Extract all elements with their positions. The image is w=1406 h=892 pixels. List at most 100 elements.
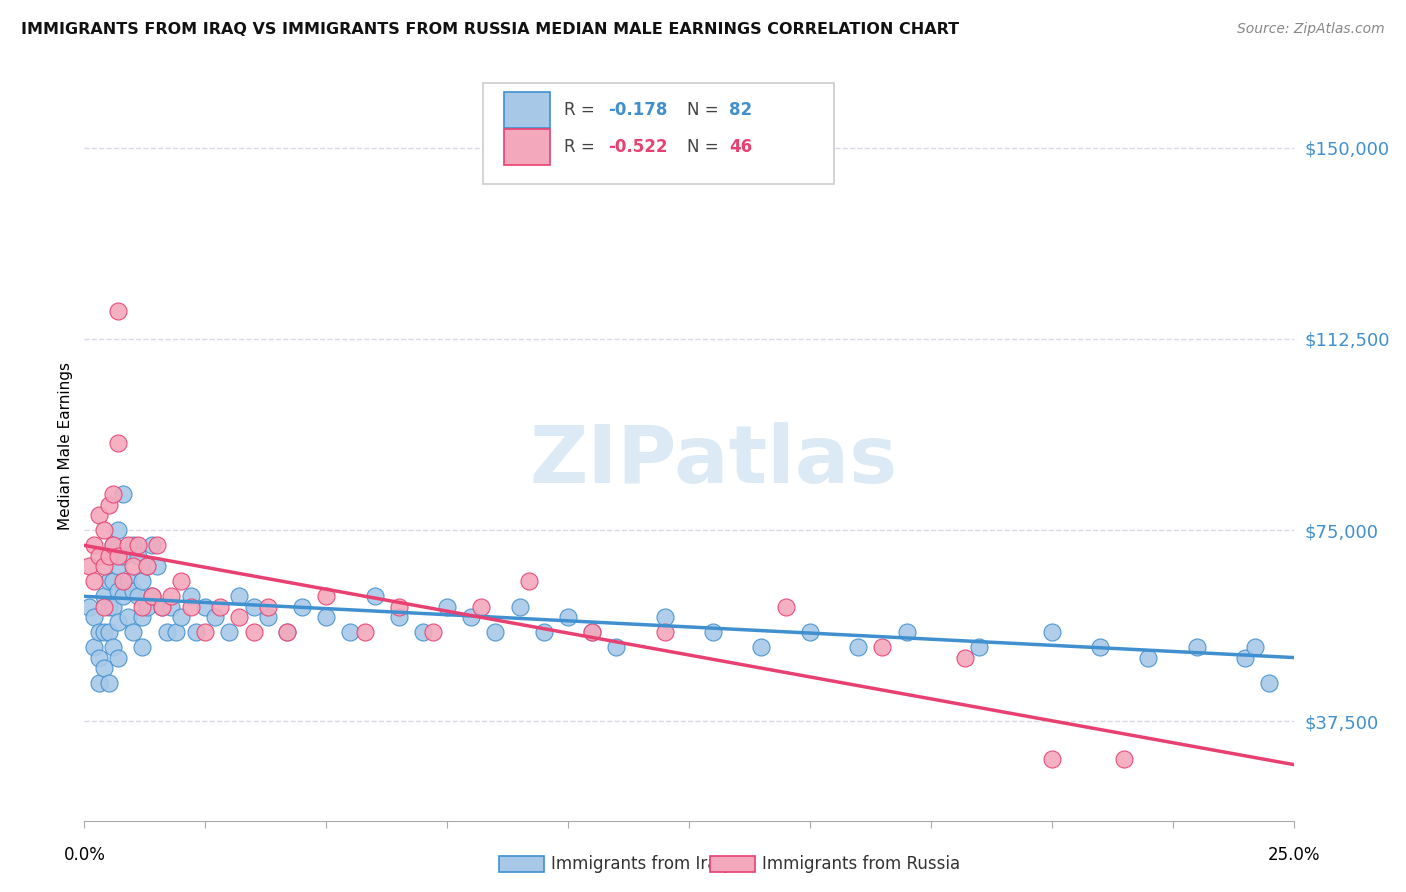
Point [146, 538, 169, 552]
Point [93, 625, 115, 640]
Point [170, 609, 193, 624]
Point [87, 676, 110, 690]
Point [1040, 752, 1063, 766]
Point [605, 640, 627, 655]
Point [276, 625, 298, 640]
Text: R =: R = [564, 138, 600, 156]
Point [146, 558, 169, 573]
Point [112, 590, 135, 604]
Point [83, 640, 105, 655]
Point [460, 609, 482, 624]
Point [127, 590, 149, 604]
Point [107, 615, 129, 629]
Point [136, 599, 159, 614]
Point [103, 538, 125, 552]
Text: 82: 82 [728, 101, 752, 119]
Point [180, 599, 202, 614]
Point [83, 574, 105, 588]
Point [339, 625, 361, 640]
Text: -0.178: -0.178 [607, 101, 668, 119]
Point [1088, 640, 1111, 655]
Point [218, 625, 240, 640]
Point [93, 599, 115, 614]
Point [388, 609, 411, 624]
Point [160, 599, 183, 614]
Text: Source: ZipAtlas.com: Source: ZipAtlas.com [1237, 22, 1385, 37]
Point [131, 609, 153, 624]
Point [1114, 752, 1136, 766]
Point [107, 549, 129, 563]
Point [967, 640, 990, 655]
Point [103, 574, 125, 588]
Point [87, 549, 110, 563]
Point [354, 625, 377, 640]
Point [97, 676, 120, 690]
Point [117, 609, 139, 624]
Point [107, 304, 129, 318]
Point [953, 650, 976, 665]
Point [141, 538, 163, 552]
Point [1137, 650, 1160, 665]
Point [509, 599, 531, 614]
Text: Immigrants from Iraq: Immigrants from Iraq [551, 855, 728, 873]
Point [107, 523, 129, 537]
Point [257, 599, 280, 614]
Point [1258, 676, 1281, 690]
Point [131, 640, 153, 655]
Point [242, 625, 264, 640]
Text: 46: 46 [728, 138, 752, 156]
Text: R =: R = [564, 101, 600, 119]
Point [775, 599, 797, 614]
Point [103, 640, 125, 655]
Point [170, 574, 193, 588]
Point [315, 609, 337, 624]
Point [363, 590, 385, 604]
Point [702, 625, 724, 640]
Point [117, 538, 139, 552]
Point [112, 574, 135, 588]
Point [436, 599, 458, 614]
Point [117, 574, 139, 588]
Point [107, 650, 129, 665]
Point [654, 609, 676, 624]
Text: ZIPatlas: ZIPatlas [529, 422, 897, 500]
Point [141, 590, 163, 604]
Point [121, 625, 143, 640]
Point [127, 538, 149, 552]
Text: Immigrants from Russia: Immigrants from Russia [762, 855, 960, 873]
Point [97, 498, 120, 512]
Point [846, 640, 869, 655]
Point [131, 574, 153, 588]
Point [121, 558, 143, 573]
Point [242, 599, 264, 614]
Point [557, 609, 579, 624]
Y-axis label: Median Male Earnings: Median Male Earnings [58, 362, 73, 530]
Point [87, 650, 110, 665]
Point [150, 599, 173, 614]
Point [112, 487, 135, 501]
Point [484, 625, 506, 640]
Point [517, 574, 540, 588]
Point [93, 558, 115, 573]
Point [581, 625, 603, 640]
Point [77, 558, 100, 573]
Point [194, 599, 217, 614]
Point [228, 590, 250, 604]
Point [131, 599, 153, 614]
Point [150, 599, 173, 614]
Point [97, 549, 120, 563]
Text: N =: N = [686, 101, 724, 119]
Text: IMMIGRANTS FROM IRAQ VS IMMIGRANTS FROM RUSSIA MEDIAN MALE EARNINGS CORRELATION : IMMIGRANTS FROM IRAQ VS IMMIGRANTS FROM … [21, 22, 959, 37]
Point [93, 523, 115, 537]
Point [276, 625, 298, 640]
Point [107, 436, 129, 450]
Point [97, 599, 120, 614]
Point [160, 590, 183, 604]
FancyBboxPatch shape [503, 92, 550, 128]
Point [799, 625, 821, 640]
Point [103, 538, 125, 552]
Point [315, 590, 337, 604]
Point [93, 661, 115, 675]
Text: N =: N = [686, 138, 724, 156]
Point [654, 625, 676, 640]
